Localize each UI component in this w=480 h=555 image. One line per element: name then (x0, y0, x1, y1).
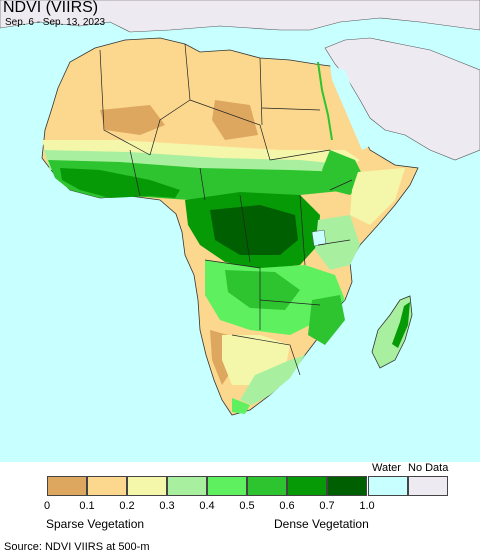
legend-swatch-4 (207, 476, 247, 496)
guinea-forest (60, 168, 180, 198)
madagascar-east-forest (392, 302, 410, 348)
middle-east-nodata (324, 37, 480, 161)
congo-dense-forest (210, 205, 298, 255)
legend-nodata-label: No Data (408, 462, 449, 474)
legend-tick-label: 0.5 (239, 500, 255, 512)
map-title: NDVI (VIIRS) (3, 0, 98, 16)
southeast-green (240, 355, 305, 405)
red-sea (330, 66, 372, 150)
legend-swatch-nodata (408, 476, 448, 496)
map-date-range: Sep. 6 - Sep. 13, 2023 (5, 17, 106, 28)
lake-victoria (311, 229, 327, 247)
cape-green (232, 398, 250, 414)
legend-swatch-2 (127, 476, 167, 496)
legend-sparse-caption: Sparse Vegetation (46, 517, 145, 531)
legend-tick-label: 0.1 (79, 500, 95, 512)
miombo-dense (225, 270, 300, 310)
mozambique-green (308, 295, 345, 345)
legend-tick-label: 0.7 (319, 500, 335, 512)
legend-tick-label: 0 (43, 500, 51, 512)
legend-swatch-water (368, 476, 408, 496)
legend-tick-label: 0.4 (199, 500, 215, 512)
source-note: Source: NDVI VIIRS at 500-m (4, 541, 150, 553)
legend-tick-label: 0.2 (119, 500, 135, 512)
country-borders (99, 43, 353, 376)
legend-swatch-6 (287, 476, 327, 496)
horn-sparse (350, 168, 405, 225)
legend-tick-label: 1.0 (359, 500, 375, 512)
legend-swatch-1 (87, 476, 127, 496)
legend-swatch-7 (327, 476, 367, 496)
nile-river (317, 61, 333, 141)
legend-water-label: Water (372, 462, 401, 474)
ndvi-map: NDVI (VIIRS) Sep. 6 - Sep. 13, 2023 (0, 0, 480, 462)
legend-dense-caption: Dense Vegetation (274, 517, 369, 531)
legend: Water No Data 0 0.1 0.2 0.3 0.4 0.5 0.6 0.7 1.0 … (0, 462, 480, 555)
legend-swatch-5 (247, 476, 287, 496)
europe-nodata (0, 0, 480, 33)
legend-swatch-0 (47, 476, 87, 496)
legend-tick-label: 0.6 (279, 500, 295, 512)
sahara-dark-patch (100, 105, 165, 135)
east-africa-mixed (315, 215, 360, 270)
legend-tick-label: 0.3 (159, 500, 175, 512)
sahara-dark-patch-2 (212, 100, 258, 140)
legend-swatch-3 (167, 476, 207, 496)
